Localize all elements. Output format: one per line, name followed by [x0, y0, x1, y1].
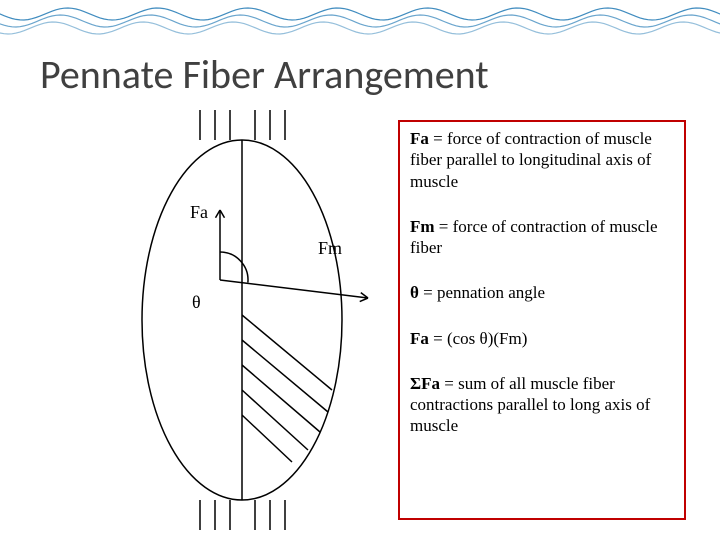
page-title: Pennate Fiber Arrangement — [40, 50, 489, 99]
wave-decoration — [0, 0, 720, 50]
definition-row: ΣFa = sum of all muscle fiber contractio… — [410, 373, 674, 437]
pennate-diagram — [70, 110, 390, 530]
definition-row: Fa = (cos θ)(Fm) — [410, 328, 674, 349]
label-fa: Fa — [190, 202, 208, 223]
definition-row: Fm = force of contraction of muscle fibe… — [410, 216, 674, 259]
definition-row: θ = pennation angle — [410, 282, 674, 303]
definition-row: Fa = force of contraction of muscle fibe… — [410, 128, 674, 192]
definitions-box: Fa = force of contraction of muscle fibe… — [398, 120, 686, 520]
label-fm: Fm — [318, 238, 342, 259]
label-theta: θ — [192, 292, 201, 313]
